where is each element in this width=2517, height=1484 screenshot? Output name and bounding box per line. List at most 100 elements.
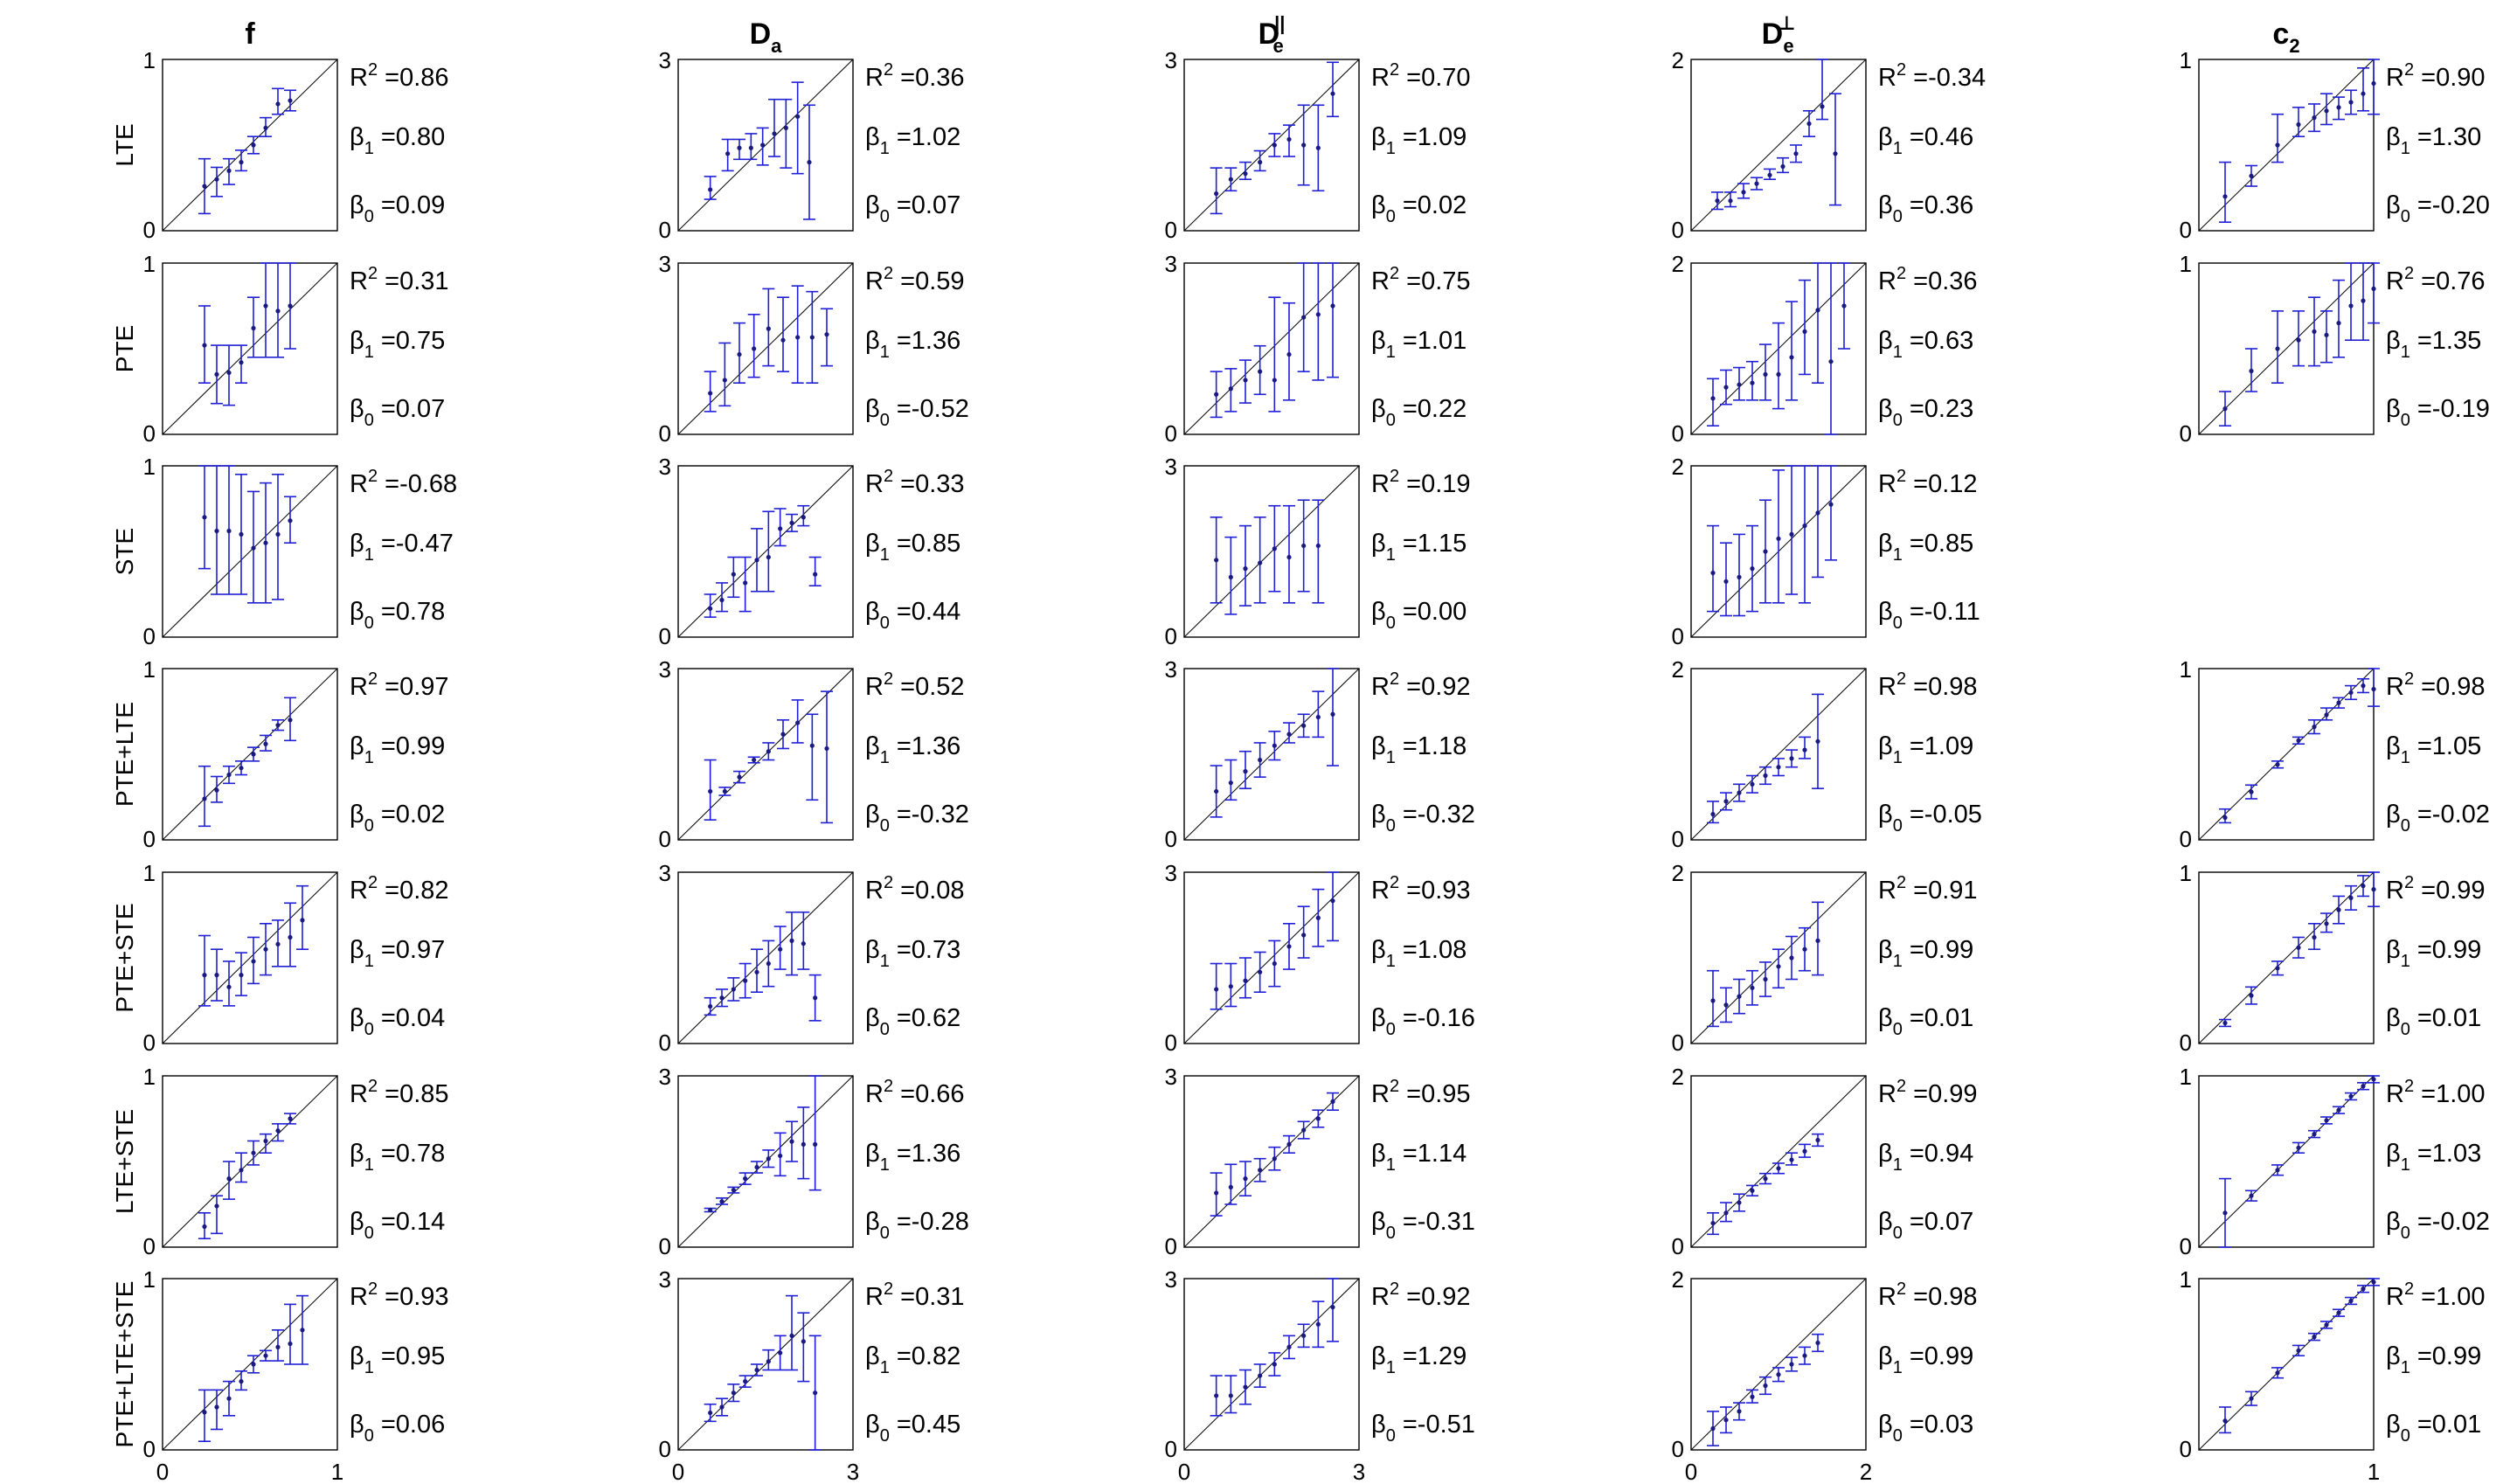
y-tick-label: 0 [1165,217,1177,243]
data-point [1286,732,1292,737]
y-tick-label: 1 [2180,656,2192,683]
data-point [1723,1210,1729,1216]
data-point [743,1176,748,1182]
data-point [1301,933,1307,938]
data-point [1780,163,1785,170]
data-point [801,515,806,520]
beta1-label: β1 =1.36 [865,327,960,362]
beta0-label: β0 =0.09 [350,191,445,226]
panel: 10 [2180,1266,2380,1462]
identity-line [677,1075,854,1248]
data-point [2249,1396,2254,1401]
r2-label: R2 =0.95 [1371,1077,1471,1108]
panel: 30 [1165,1266,1360,1462]
panel: 30 [659,1266,854,1462]
r2-label: R2 =0.98 [1878,669,1978,701]
identity-line [677,465,854,638]
data-point [1754,181,1759,186]
beta0-label: β0 =0.03 [1878,1411,1973,1446]
panel: 10 [2180,656,2380,852]
beta1-label: β1 =0.99 [1878,1342,1973,1377]
row-label: PTE [111,325,138,372]
data-point [719,1199,725,1204]
data-point [1286,351,1292,357]
y-tick-label: 2 [1672,1266,1684,1293]
identity-line [2198,871,2375,1044]
data-point [1789,1157,1794,1162]
data-point [1815,938,1820,943]
data-point [1789,955,1794,960]
data-point [813,1390,818,1396]
y-tick-label: 1 [2180,47,2192,73]
y-tick-label: 2 [1672,47,1684,73]
data-point [1228,177,1233,182]
beta1-label: β1 =0.99 [2386,936,2481,971]
data-point [251,545,256,551]
data-point [2361,91,2366,96]
data-point [708,606,713,611]
data-point [1214,191,1219,197]
data-point [275,723,281,728]
beta1-label: β1 =0.99 [350,732,445,767]
data-point [2371,887,2376,892]
data-point [2324,1322,2329,1328]
panel: 10 [2180,47,2380,243]
data-point [1763,371,1768,377]
data-point [1301,723,1307,728]
beta1-label: β1 =0.82 [865,1342,960,1377]
r2-label: R2 =0.98 [2386,669,2486,701]
y-tick-label: 3 [1165,454,1177,480]
data-point [2222,1418,2228,1424]
row-label: STE [111,528,138,575]
data-point [795,720,801,725]
y-tick-label: 0 [659,623,671,649]
data-point [1330,711,1335,717]
data-point [731,1188,736,1193]
data-point [1330,303,1335,309]
data-point [1214,1190,1219,1196]
data-point [731,572,736,577]
beta1-label: β1 =1.15 [1371,530,1467,565]
data-point [2361,884,2366,889]
data-point [202,343,207,348]
data-point [1301,315,1307,320]
data-point [813,1141,818,1147]
data-point [2275,346,2280,351]
data-point [737,351,742,357]
data-point [778,947,783,952]
r2-label: R2 =0.31 [350,264,449,295]
data-point [263,303,268,309]
data-point [1737,994,1742,999]
data-point [766,960,771,967]
data-point [2249,993,2254,998]
data-point [2222,1020,2228,1026]
y-tick-label: 2 [1672,251,1684,277]
y-tick-label: 0 [1672,623,1684,649]
data-point [1315,1321,1321,1327]
data-point [752,346,757,351]
data-point [780,732,786,737]
y-tick-label: 0 [143,826,156,852]
data-point [226,370,232,376]
data-point [2324,921,2329,926]
y-tick-label: 0 [143,1436,156,1462]
beta0-label: β0 =0.62 [865,1004,960,1039]
data-point [251,325,256,331]
beta0-label: β0 =0.44 [865,598,960,633]
data-point [1815,1340,1820,1346]
data-point [202,973,207,978]
data-point [1802,329,1807,334]
data-point [1806,121,1812,127]
y-tick-label: 0 [143,217,156,243]
data-point [708,1207,713,1213]
identity-line [1183,1075,1360,1248]
y-tick-label: 1 [2180,1266,2192,1293]
data-point [743,1379,748,1384]
data-point [809,743,815,748]
panel: 10 [143,454,338,649]
panel: 30 [1165,454,1360,649]
data-point [2361,1084,2366,1089]
data-point [789,520,794,525]
data-point [1243,978,1248,983]
data-point [1315,145,1321,150]
